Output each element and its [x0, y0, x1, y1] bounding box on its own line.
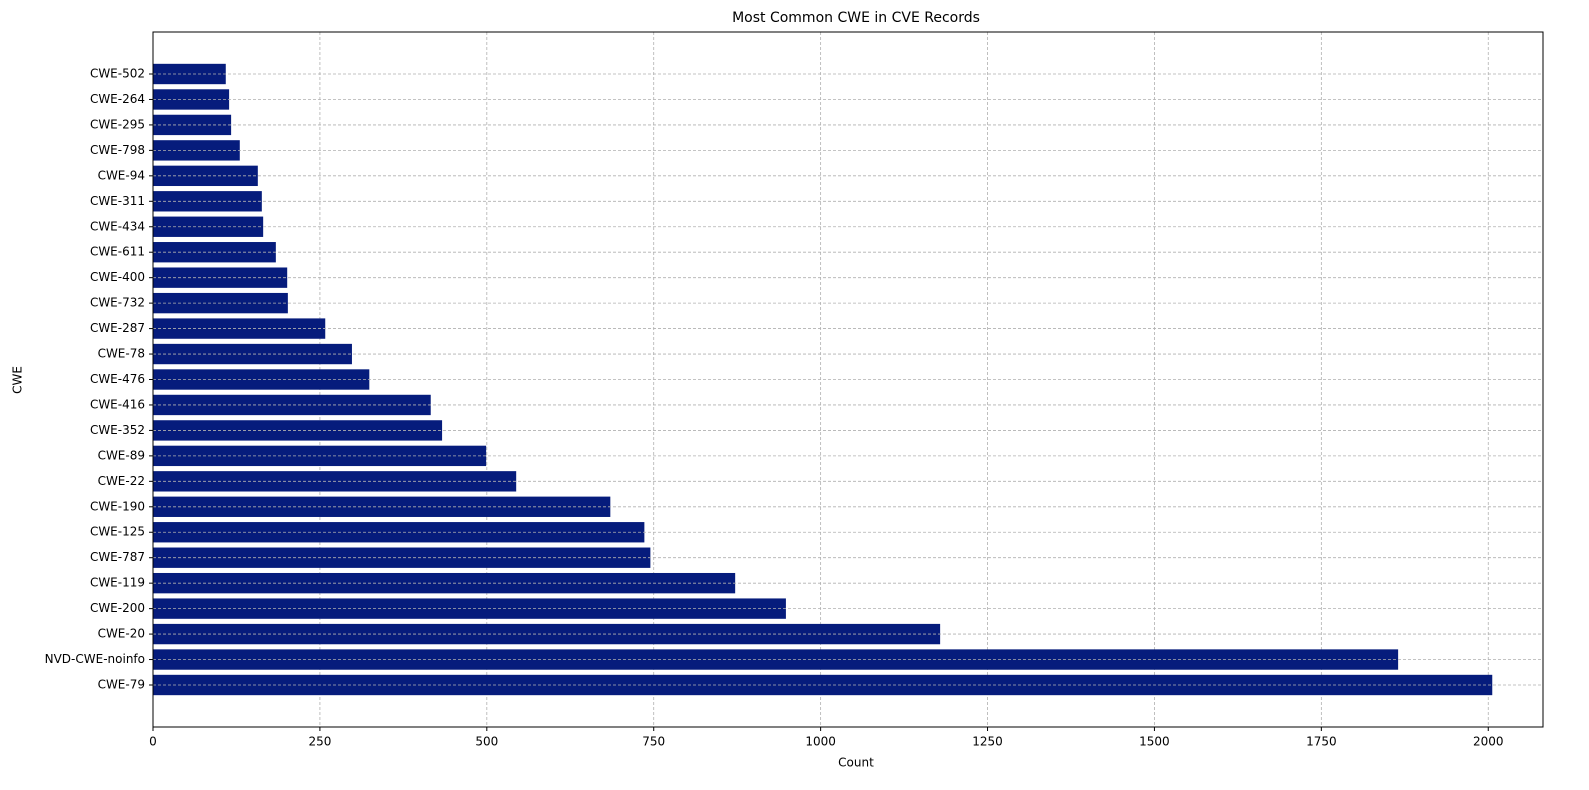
y-tick-label: CWE-89: [98, 448, 145, 462]
y-tick-label: NVD-CWE-noinfo: [45, 652, 145, 666]
bar: [153, 114, 232, 136]
x-tick-label: 1750: [1306, 735, 1337, 749]
x-tick-label: 1250: [972, 735, 1003, 749]
y-tick-label: CWE-502: [90, 67, 145, 81]
y-tick-label: CWE-200: [90, 601, 145, 615]
y-tick-label: CWE-476: [90, 372, 145, 386]
y-tick-label: CWE-311: [90, 194, 145, 208]
y-tick-label: CWE-434: [90, 219, 145, 233]
y-tick-label: CWE-798: [90, 143, 145, 157]
y-tick-label: CWE-400: [90, 270, 145, 284]
x-axis-label: Count: [838, 756, 874, 770]
bar: [153, 623, 941, 645]
y-tick-label: CWE-119: [90, 576, 145, 590]
bar: [153, 140, 240, 161]
y-tick-label: CWE-732: [90, 296, 145, 310]
y-tick-label: CWE-611: [90, 245, 145, 259]
y-tick-label: CWE-416: [90, 397, 145, 411]
x-tick-label: 1000: [805, 735, 836, 749]
x-tick-label: 750: [642, 735, 665, 749]
bar: [153, 496, 611, 517]
y-tick-label: CWE-125: [90, 525, 145, 539]
y-axis-label: CWE: [11, 366, 25, 394]
x-tick-label: 1500: [1139, 735, 1170, 749]
x-tick-label: 0: [149, 735, 157, 749]
y-tick-label: CWE-190: [90, 499, 145, 513]
bar: [153, 547, 651, 568]
bar: [153, 394, 431, 416]
y-tick-label: CWE-78: [98, 347, 145, 361]
y-tick-label: CWE-20: [98, 627, 145, 641]
bar: [153, 343, 352, 365]
bar: [153, 420, 443, 441]
y-tick-label: CWE-295: [90, 117, 145, 131]
y-tick-label: CWE-787: [90, 550, 145, 564]
y-tick-label: CWE-79: [98, 677, 145, 691]
y-tick-label: CWE-94: [98, 168, 145, 182]
x-tick-label: 250: [308, 735, 331, 749]
y-tick-label: CWE-22: [98, 474, 145, 488]
plot-frame: [152, 31, 1544, 728]
bar: [153, 369, 370, 390]
y-tick-label: CWE-287: [90, 321, 145, 335]
bar: [153, 89, 230, 110]
y-tick-label: CWE-352: [90, 423, 145, 437]
y-tick-label: CWE-264: [90, 92, 145, 106]
bar: [153, 191, 262, 212]
x-tick-label: 2000: [1473, 735, 1504, 749]
bar: [153, 674, 1493, 696]
x-tick-label: 500: [475, 735, 498, 749]
chart-title: Most Common CWE in CVE Records: [732, 10, 980, 26]
